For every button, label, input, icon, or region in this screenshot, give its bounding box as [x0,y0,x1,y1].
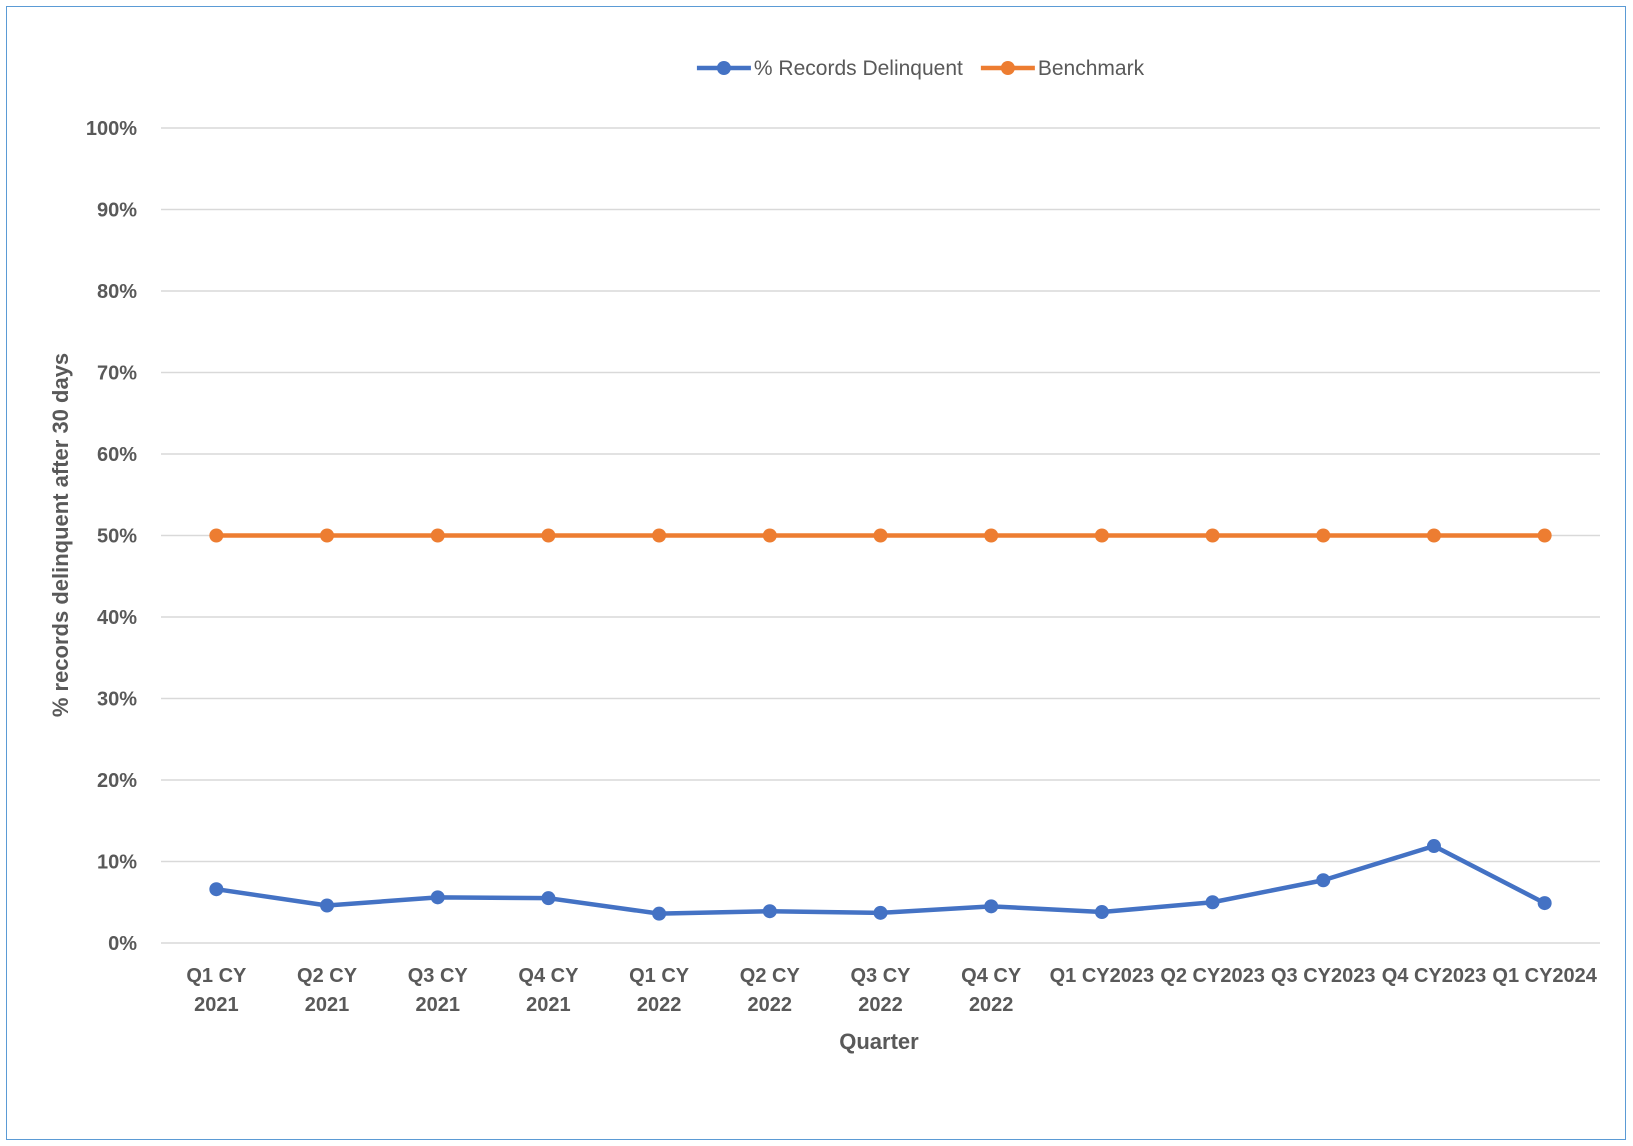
data-point [652,528,667,543]
x-tick-label: Q1 CY 2021 [186,965,247,1016]
series-0 [209,839,1552,921]
x-tick-label-line: 2021 [526,994,571,1016]
legend-swatch-marker [716,61,731,75]
data-point [1094,528,1109,543]
data-point [320,898,335,913]
legend-label: % Records Delinquent [754,57,963,80]
data-point [762,904,777,919]
y-axis-ticks: 0% 10% 20% 30% 40% 50% 60% 70% 80% 90% 100% [86,118,137,955]
data-point [209,882,224,897]
legend: % Records Delinquent Benchmark [696,57,1145,80]
y-tick-label: 10% [97,852,137,874]
x-tick-label-line: 2021 [415,994,460,1016]
legend-label: Benchmark [1038,57,1145,80]
x-tick-label-line: Q1 CY [186,965,247,987]
data-point [1537,896,1552,911]
y-tick-label: 50% [97,526,137,548]
series-line [214,843,1547,916]
data-point [320,528,335,543]
legend-item: Benchmark [980,57,1145,80]
data-point [430,890,445,905]
x-tick-label: Q3 CY 2022 [850,965,911,1016]
y-tick-label: 60% [97,444,137,466]
x-tick-label: Q4 CY 2022 [961,965,1022,1016]
y-tick-label: 30% [97,689,137,711]
data-point [430,528,445,543]
x-tick-label: Q1 CY2023 [1050,965,1155,987]
data-point [1426,528,1441,543]
y-tick-label: 20% [97,770,137,792]
x-tick-label-line: Q3 CY [408,965,469,987]
x-tick-label: Q2 CY 2021 [297,965,358,1016]
data-point [1205,895,1220,910]
x-tick-label-line: Q1 CY [629,965,690,987]
data-point [652,906,667,921]
x-tick-label-line: Q1 CY2024 [1492,965,1597,987]
x-tick-label: Q3 CY2023 [1271,965,1376,987]
x-tick-label-line: Q4 CY2023 [1382,965,1487,987]
x-tick-label-line: Q1 CY2023 [1050,965,1155,987]
data-point [1537,528,1552,543]
x-tick-label-line: 2022 [637,994,682,1016]
data-point [873,905,888,920]
chart-frame [6,6,1626,1140]
data-point [984,528,999,543]
y-tick-label: 0% [108,933,137,955]
series-1 [209,528,1552,543]
x-tick-label-line: Q2 CY2023 [1160,965,1265,987]
x-tick-label-line: 2021 [305,994,350,1016]
x-tick-label: Q2 CY2023 [1160,965,1265,987]
data-point [762,528,777,543]
x-tick-label-line: Q3 CY2023 [1271,965,1376,987]
legend-item: % Records Delinquent [696,57,963,80]
x-tick-label: Q3 CY 2021 [408,965,469,1016]
x-tick-label-line: Q3 CY [850,965,911,987]
data-point [1316,528,1331,543]
data-point [1094,905,1109,920]
x-tick-label-line: Q2 CY [297,965,358,987]
x-tick-label: Q4 CY2023 [1382,965,1487,987]
x-tick-label: Q1 CY2024 [1492,965,1597,987]
x-tick-label-line: 2021 [194,994,239,1016]
x-tick-label-line: Q4 CY [518,965,579,987]
data-point [541,891,556,906]
y-tick-label: 100% [86,118,137,140]
y-tick-label: 90% [97,200,137,222]
data-point [984,899,999,914]
y-tick-label: 40% [97,607,137,629]
data-point [1316,873,1331,888]
data-point [541,528,556,543]
x-tick-label: Q4 CY 2021 [518,965,579,1016]
y-tick-label: 80% [97,281,137,303]
x-tick-label-line: Q4 CY [961,965,1022,987]
x-tick-label: Q2 CY 2022 [740,965,801,1016]
x-axis-title: Quarter [839,1029,919,1054]
data-point [1205,528,1220,543]
series-lines [209,528,1552,921]
y-tick-label: 70% [97,363,137,385]
y-axis-title: % records delinquent after 30 days [48,353,73,717]
x-tick-label-line: 2022 [748,994,793,1016]
x-tick-label-line: 2022 [858,994,903,1016]
x-tick-label-line: Q2 CY [740,965,801,987]
x-tick-label-line: 2022 [969,994,1014,1016]
data-point [209,528,224,543]
legend-swatch-marker [1000,61,1015,75]
data-point [1426,839,1441,854]
data-point [873,528,888,543]
x-tick-label: Q1 CY 2022 [629,965,690,1016]
